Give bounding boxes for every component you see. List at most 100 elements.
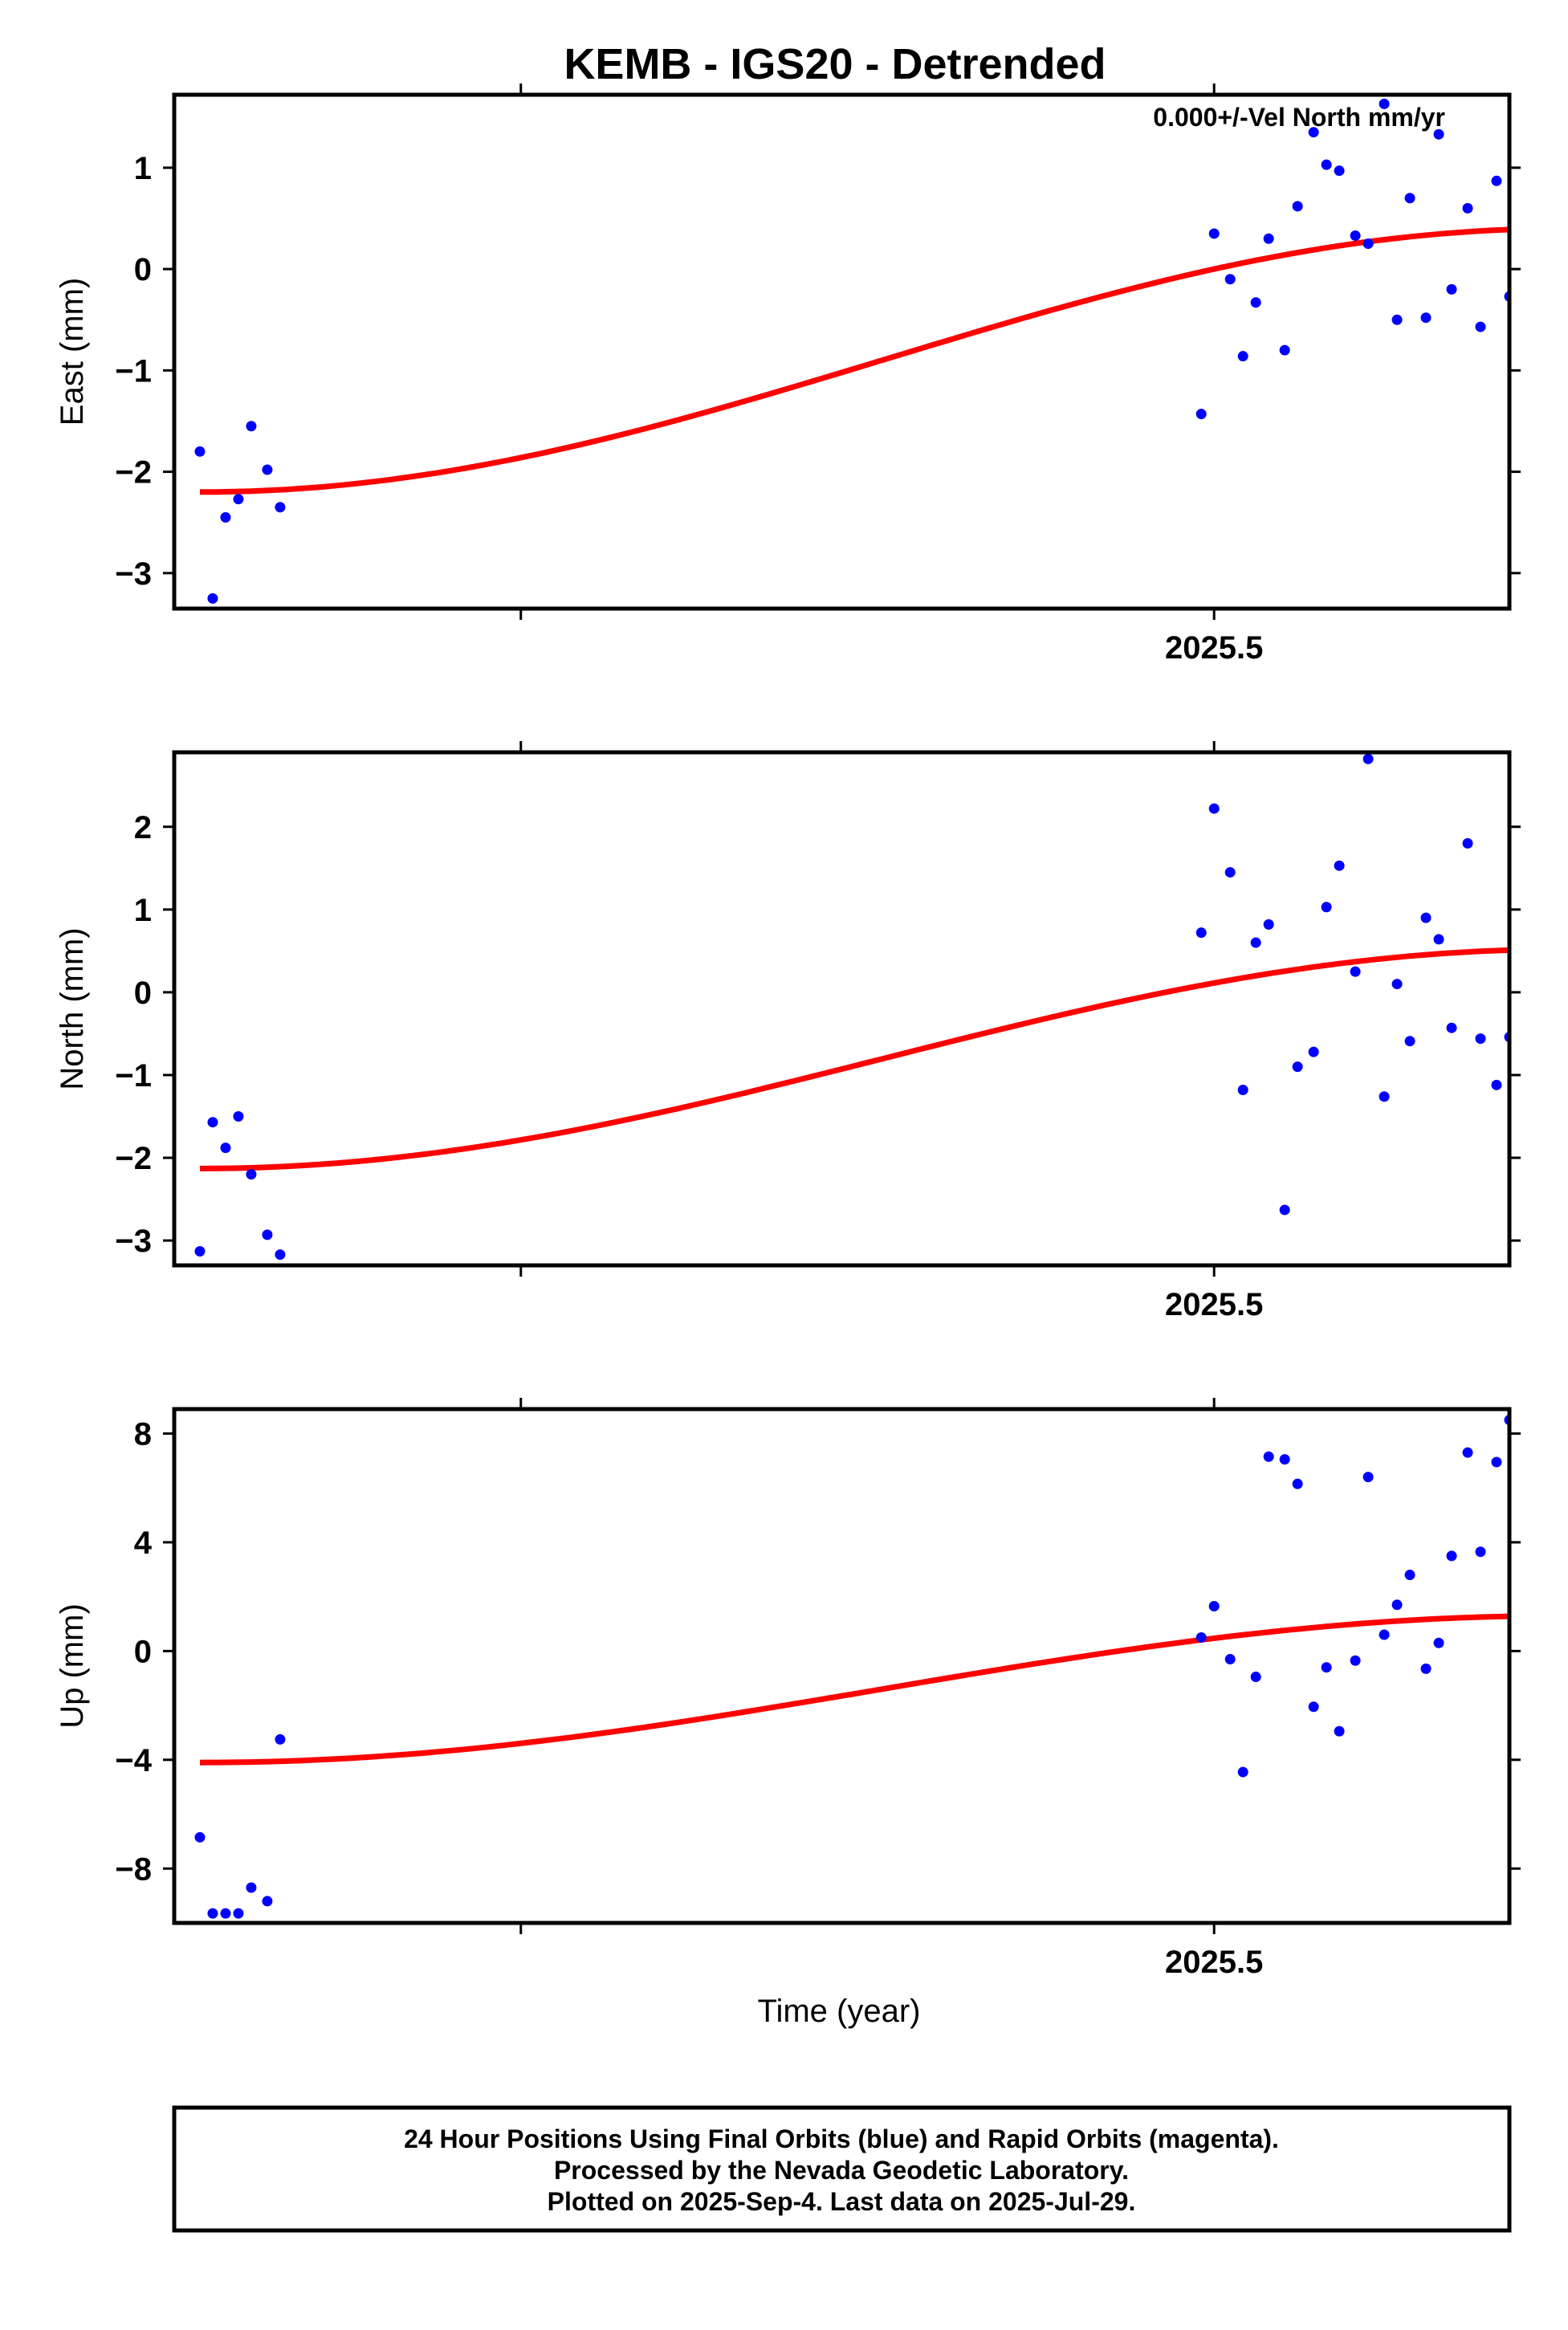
data-point (1491, 1456, 1502, 1468)
data-point (1250, 297, 1261, 308)
data-point (1237, 1766, 1248, 1778)
fit-curve (199, 226, 1509, 495)
y-tick-label: 4 (134, 1525, 153, 1561)
data-point (262, 1229, 273, 1240)
data-point (1404, 193, 1415, 204)
data-point (1208, 803, 1220, 814)
y-axis-label: Up (mm) (55, 1603, 90, 1729)
footer-line-1: 24 Hour Positions Using Final Orbits (bl… (404, 2124, 1279, 2153)
data-point (246, 1882, 257, 1893)
footer-line-3: Plotted on 2025-Sep-4. Last data on 2025… (548, 2187, 1136, 2216)
data-point (1250, 1672, 1261, 1683)
data-point (1350, 230, 1361, 241)
data-point (1321, 902, 1332, 913)
data-point (1446, 1550, 1457, 1562)
data-point (1558, 1572, 1568, 1583)
y-tick-label: 8 (134, 1416, 152, 1452)
east-panel: 1 0 −1 −2 −3 2025.5 East (mm) (55, 84, 1556, 666)
data-point (1263, 1451, 1274, 1462)
data-point (275, 1249, 286, 1261)
data-point (1529, 203, 1540, 214)
data-point (1420, 312, 1432, 324)
data-point (1462, 837, 1473, 849)
data-point (1224, 274, 1236, 285)
up-panel: 8 4 0 −4 −8 2025.5 Up (mm) (55, 1398, 1568, 1980)
data-point (1224, 866, 1236, 878)
data-point (1529, 978, 1540, 988)
data-point (1334, 1725, 1345, 1737)
data-point (1475, 1033, 1486, 1045)
y-tick-label: −2 (115, 1141, 152, 1176)
data-point (1433, 934, 1444, 945)
data-point (1308, 1701, 1319, 1713)
fit-curve (199, 947, 1509, 1171)
data-point (1308, 127, 1319, 138)
data-point (207, 593, 218, 604)
data-point (233, 494, 244, 505)
data-point (1517, 1676, 1527, 1686)
data-point (1321, 159, 1332, 170)
north-panel: 2 1 0 −1 −2 −3 2025.5 North (mm) (55, 741, 1568, 1322)
data-point (1546, 208, 1556, 218)
data-point (1334, 165, 1345, 177)
data-point (1558, 827, 1568, 837)
data-point (1462, 202, 1473, 214)
data-point (1391, 979, 1403, 990)
data-point (1279, 1204, 1290, 1216)
y-axis-label: North (mm) (55, 927, 90, 1090)
data-point (1250, 937, 1261, 948)
data-point (233, 1110, 244, 1122)
y-axis-label: East (mm) (55, 278, 90, 426)
data-point (262, 1896, 273, 1907)
data-point (1379, 98, 1390, 109)
data-point (1517, 981, 1527, 992)
data-point (1237, 351, 1248, 362)
y-tick-label: −2 (115, 455, 152, 491)
data-point (1208, 1601, 1220, 1612)
data-point (1195, 409, 1207, 420)
y-tick-label: −8 (115, 1851, 152, 1887)
data-point (1292, 1478, 1303, 1489)
data-point (1391, 1599, 1403, 1611)
data-point (207, 1117, 218, 1128)
data-point (275, 1733, 286, 1745)
data-point (220, 1908, 231, 1919)
data-point (1208, 228, 1220, 239)
data-point (1420, 1663, 1432, 1674)
footer-box (172, 2105, 1512, 2233)
data-point (1491, 1079, 1502, 1090)
plot-frame (172, 92, 1512, 611)
data-point (1391, 314, 1403, 325)
data-point (1379, 1091, 1390, 1102)
data-point (1362, 238, 1374, 250)
velocity-annotation: 0.000+/-Vel North mm/yr (1153, 103, 1445, 132)
plot-area (194, 753, 1568, 1261)
data-point (1517, 389, 1527, 399)
data-point (1546, 1568, 1556, 1578)
data-point (1224, 1654, 1236, 1665)
data-point (1308, 1046, 1319, 1057)
data-point (1404, 1036, 1415, 1047)
y-tick-label: 0 (134, 1634, 152, 1669)
data-point (262, 464, 273, 475)
data-point (220, 1143, 231, 1154)
y-tick-label: 2 (134, 810, 152, 845)
fit-curve (199, 1613, 1509, 1766)
data-point (1195, 927, 1207, 939)
data-point (220, 511, 231, 523)
y-tick-label: −3 (115, 1224, 152, 1259)
x-tick-label: 2025.5 (1165, 1287, 1263, 1322)
data-point (1546, 813, 1556, 824)
data-point (1462, 1447, 1473, 1458)
data-point (1362, 753, 1374, 764)
y-tick-label: −3 (115, 556, 152, 592)
chart-title: KEMB - IGS20 - Detrended (564, 40, 1106, 88)
data-point (1433, 1637, 1444, 1648)
data-point (1379, 1629, 1390, 1640)
y-tick-label: 1 (134, 151, 152, 186)
data-point (194, 1831, 206, 1843)
x-tick-label: 2025.5 (1165, 1945, 1263, 1980)
data-point (1362, 1472, 1374, 1483)
data-point (1195, 1631, 1207, 1643)
